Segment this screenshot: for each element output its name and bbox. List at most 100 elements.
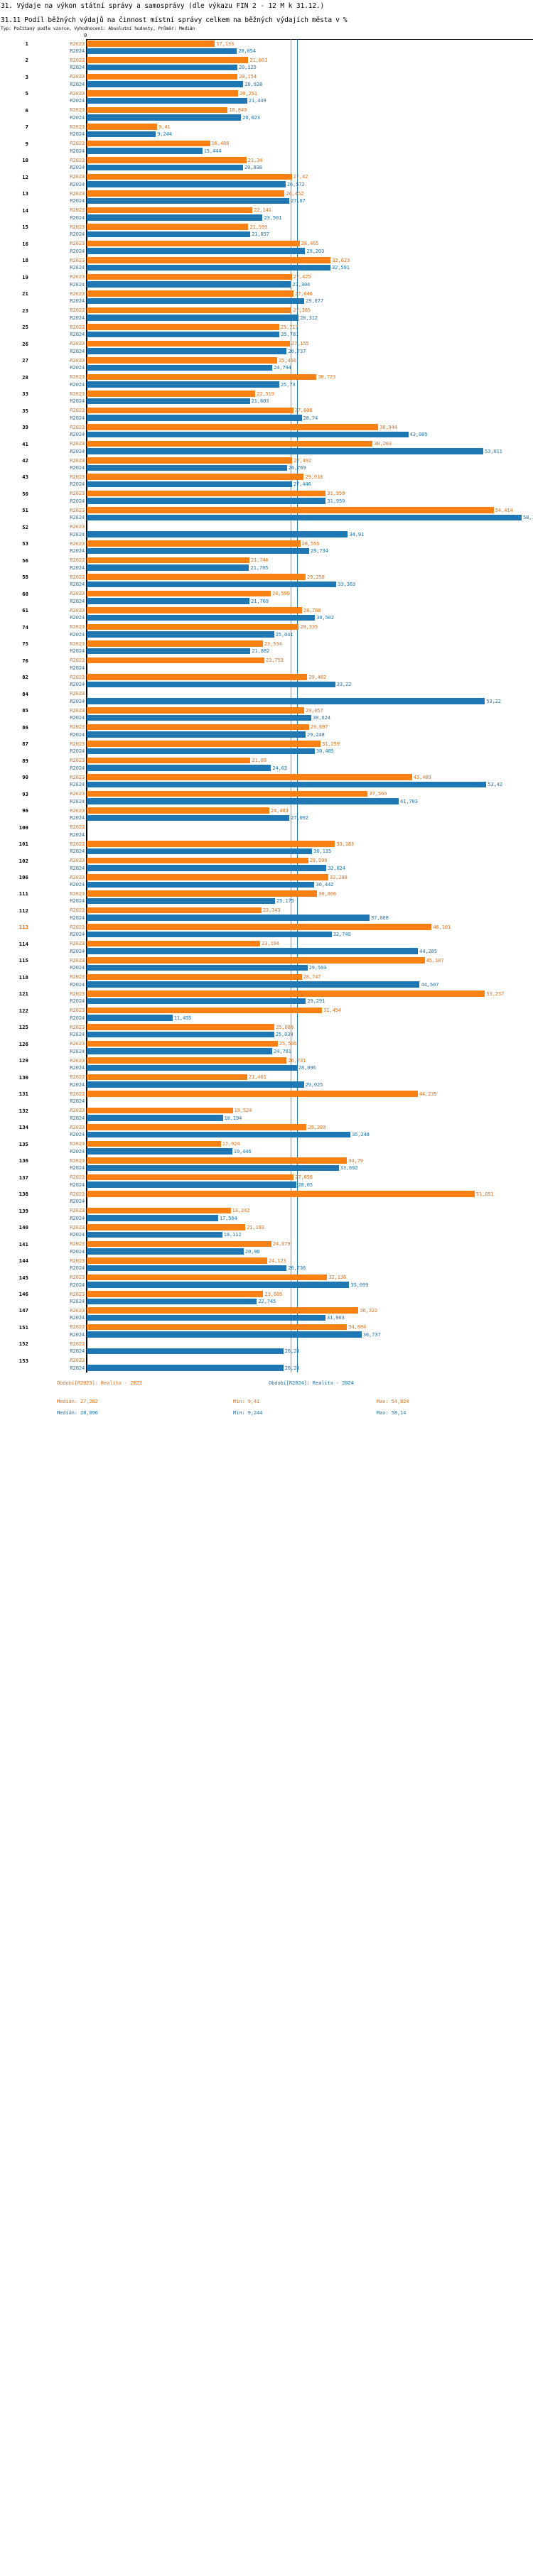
bar-2023[interactable] [87, 373, 317, 381]
bar-2024[interactable] [87, 264, 331, 271]
bar-2024[interactable] [87, 1015, 173, 1021]
bar-2023[interactable] [87, 674, 308, 680]
bar-2023[interactable] [87, 1074, 247, 1081]
bar-2024[interactable] [87, 64, 237, 71]
bar-2024[interactable] [87, 348, 287, 354]
bar-2023[interactable] [87, 1157, 348, 1164]
bar-2023[interactable] [87, 640, 263, 647]
bar-2023[interactable] [87, 1191, 475, 1197]
bar-2023[interactable] [87, 1307, 359, 1314]
bar-2024[interactable] [87, 1081, 304, 1088]
bar-2024[interactable] [87, 1181, 297, 1188]
bar-2024[interactable] [87, 897, 275, 905]
bar-2023[interactable] [87, 924, 432, 930]
bar-2023[interactable] [87, 940, 261, 947]
bar-2024[interactable] [87, 814, 290, 822]
bar-2023[interactable] [87, 1240, 271, 1248]
bar-2024[interactable] [87, 848, 313, 855]
bar-2023[interactable] [87, 741, 321, 747]
bar-2024[interactable] [87, 798, 399, 804]
bar-2024[interactable] [87, 581, 337, 588]
bar-2023[interactable] [87, 107, 228, 114]
bar-2023[interactable] [87, 57, 249, 63]
bar-2023[interactable] [87, 340, 290, 347]
bar-2024[interactable] [87, 331, 280, 338]
bar-2023[interactable] [87, 440, 373, 447]
bar-2024[interactable] [87, 1248, 244, 1255]
bar-2023[interactable] [87, 173, 292, 180]
bar-2023[interactable] [87, 1124, 307, 1130]
bar-2024[interactable] [87, 547, 309, 555]
bar-2024[interactable] [87, 448, 483, 454]
bar-2024[interactable] [87, 364, 272, 371]
bar-2024[interactable] [87, 231, 251, 238]
bar-2023[interactable] [87, 73, 238, 80]
bar-2023[interactable] [87, 507, 494, 513]
bar-2024[interactable] [87, 1265, 287, 1272]
bar-2023[interactable] [87, 157, 247, 163]
bar-2023[interactable] [87, 1291, 264, 1297]
bar-2023[interactable] [87, 890, 318, 897]
bar-2024[interactable] [87, 431, 409, 438]
bar-2023[interactable] [87, 973, 302, 981]
bar-2023[interactable] [87, 841, 335, 847]
bar-2024[interactable] [87, 1048, 272, 1054]
bar-2023[interactable] [87, 357, 278, 364]
bar-2023[interactable] [87, 1040, 278, 1047]
bar-2023[interactable] [87, 607, 302, 613]
bar-2023[interactable] [87, 657, 265, 664]
bar-2024[interactable] [87, 1215, 218, 1221]
bar-2023[interactable] [87, 90, 239, 97]
bar-2024[interactable] [87, 865, 327, 871]
bar-2023[interactable] [87, 757, 251, 764]
bar-2023[interactable] [87, 424, 378, 430]
bar-2024[interactable] [87, 148, 203, 154]
bar-2023[interactable] [87, 407, 294, 414]
bar-2024[interactable] [87, 931, 332, 938]
bar-2024[interactable] [87, 1331, 362, 1338]
bar-2024[interactable] [87, 614, 316, 621]
bar-2024[interactable] [87, 1282, 350, 1288]
bar-2024[interactable] [87, 498, 326, 504]
bar-2024[interactable] [87, 1031, 274, 1038]
bar-2024[interactable] [87, 298, 305, 305]
bar-2023[interactable] [87, 957, 425, 964]
bar-2023[interactable] [87, 807, 269, 814]
bar-2024[interactable] [87, 114, 242, 121]
bar-2024[interactable] [87, 781, 487, 788]
bar-2023[interactable] [87, 857, 308, 864]
bar-2023[interactable] [87, 1091, 418, 1097]
bar-2024[interactable] [87, 981, 420, 988]
bar-2024[interactable] [87, 381, 279, 388]
bar-2023[interactable] [87, 1140, 221, 1147]
bar-2024[interactable] [87, 481, 292, 488]
bar-2023[interactable] [87, 190, 285, 197]
bar-2024[interactable] [87, 1365, 284, 1371]
bar-2024[interactable] [87, 1314, 325, 1321]
bar-2024[interactable] [87, 248, 306, 254]
bar-2024[interactable] [87, 1231, 222, 1238]
bar-2023[interactable] [87, 623, 299, 631]
bar-2024[interactable] [87, 1164, 339, 1172]
bar-2024[interactable] [87, 765, 271, 771]
bar-2023[interactable] [87, 774, 412, 780]
bar-2023[interactable] [87, 574, 306, 580]
bar-2023[interactable] [87, 707, 304, 714]
bar-2024[interactable] [87, 698, 485, 704]
bar-2024[interactable] [87, 731, 306, 738]
bar-2024[interactable] [87, 81, 244, 87]
bar-2023[interactable] [87, 457, 293, 464]
bar-2023[interactable] [87, 1107, 233, 1114]
bar-2024[interactable] [87, 214, 263, 221]
bar-2024[interactable] [87, 531, 348, 537]
bar-2024[interactable] [87, 648, 251, 655]
bar-2024[interactable] [87, 948, 419, 954]
bar-2024[interactable] [87, 1148, 232, 1155]
bar-2024[interactable] [87, 1131, 351, 1138]
bar-2024[interactable] [87, 181, 286, 187]
bar-2023[interactable] [87, 207, 253, 214]
bar-2023[interactable] [87, 324, 279, 330]
bar-2024[interactable] [87, 97, 247, 104]
bar-2024[interactable] [87, 464, 287, 471]
bar-2024[interactable] [87, 398, 250, 405]
